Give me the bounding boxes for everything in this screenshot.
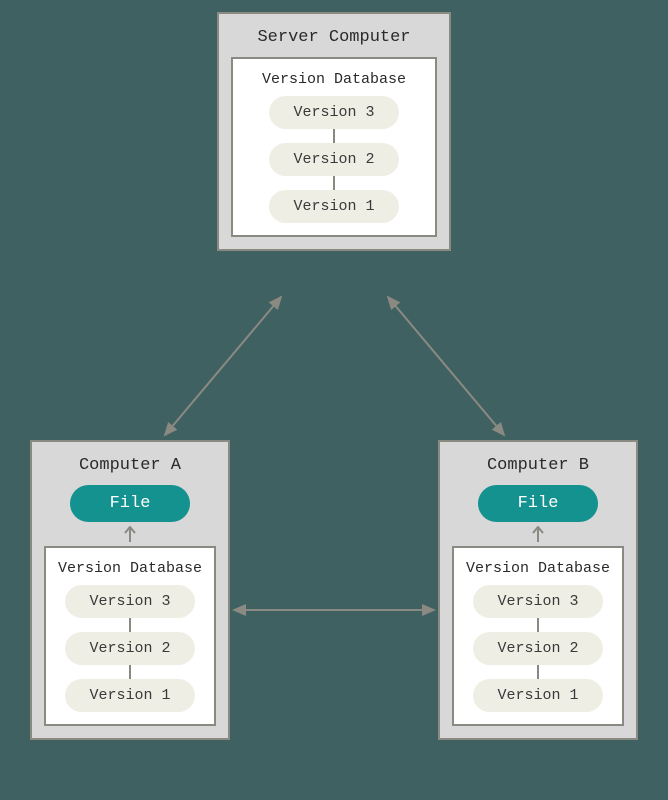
version-pill: Version 2 xyxy=(473,632,603,665)
server-computer-box: Server Computer Version Database Version… xyxy=(217,12,451,251)
arrow-server-a xyxy=(165,297,281,435)
computer-a-db-title: Version Database xyxy=(56,560,204,577)
server-db-title: Version Database xyxy=(243,71,425,88)
computer-b-db-title: Version Database xyxy=(464,560,612,577)
computer-a-title: Computer A xyxy=(44,456,216,475)
version-pill: Version 1 xyxy=(65,679,195,712)
computer-a-db-box: Version Database Version 3 Version 2 Ver… xyxy=(44,546,216,726)
version-connector xyxy=(333,129,335,143)
computer-b-title: Computer B xyxy=(452,456,624,475)
version-connector xyxy=(129,665,131,679)
version-pill: Version 3 xyxy=(473,585,603,618)
file-pill: File xyxy=(478,485,598,522)
version-pill: Version 3 xyxy=(269,96,399,129)
file-to-db-arrow-icon xyxy=(528,526,548,542)
file-to-db-arrow-icon xyxy=(120,526,140,542)
version-pill: Version 1 xyxy=(473,679,603,712)
file-pill: File xyxy=(70,485,190,522)
arrow-server-b xyxy=(388,297,504,435)
version-connector xyxy=(537,618,539,632)
version-pill: Version 3 xyxy=(65,585,195,618)
version-pill: Version 1 xyxy=(269,190,399,223)
computer-b-db-box: Version Database Version 3 Version 2 Ver… xyxy=(452,546,624,726)
version-connector xyxy=(537,665,539,679)
version-pill: Version 2 xyxy=(65,632,195,665)
server-title: Server Computer xyxy=(231,28,437,47)
computer-a-box: Computer A File Version Database Version… xyxy=(30,440,230,740)
computer-b-box: Computer B File Version Database Version… xyxy=(438,440,638,740)
version-connector xyxy=(333,176,335,190)
server-db-box: Version Database Version 3 Version 2 Ver… xyxy=(231,57,437,237)
version-connector xyxy=(129,618,131,632)
version-pill: Version 2 xyxy=(269,143,399,176)
